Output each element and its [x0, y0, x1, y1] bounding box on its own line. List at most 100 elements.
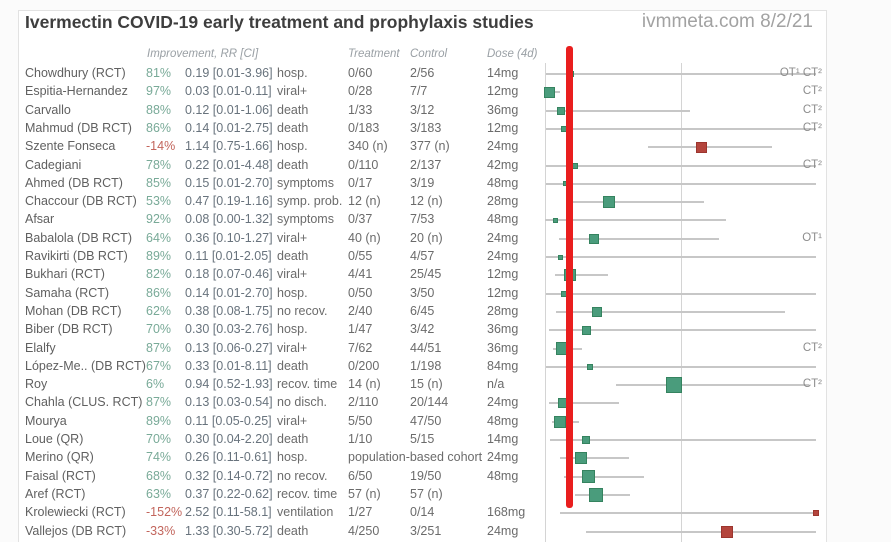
control-value: 2/137: [410, 157, 442, 172]
outcome-label: hosp.: [277, 139, 308, 154]
improvement-value: 74%: [146, 450, 172, 465]
trial-type-annotation: CT²: [802, 103, 822, 116]
rr-ci-value: 0.13 [0.06-0.27]: [185, 340, 273, 355]
outcome-label: hosp.: [277, 322, 308, 337]
outcome-label: symptoms: [277, 212, 334, 227]
study-name: Mohan (DB RCT): [25, 303, 122, 318]
study-name: Faisal (RCT): [25, 468, 96, 483]
rr-ci-value: 0.22 [0.01-4.48]: [185, 157, 273, 172]
study-name: Loue (QR): [25, 432, 84, 446]
dose-value: 48mg: [487, 468, 519, 483]
dose-value: 48mg: [487, 175, 519, 190]
rr-ci-value: 0.14 [0.01-2.75]: [185, 120, 273, 135]
rr-ci-value: 0.03 [0.01-0.11]: [185, 84, 272, 99]
study-name: López-Me.. (DB RCT): [25, 358, 146, 373]
improvement-value: 64%: [146, 230, 172, 245]
control-value: 57 (n): [410, 486, 443, 501]
treatment-value: 5/50: [348, 413, 373, 428]
study-name: Cadegiani: [25, 157, 82, 172]
improvement-value: 53%: [146, 194, 172, 209]
improvement-value: -152%: [146, 505, 183, 520]
dose-value: 84mg: [487, 358, 519, 373]
treatment-value: 14 (n): [348, 377, 381, 392]
dose-value: 12mg: [487, 285, 519, 300]
effect-square: [557, 106, 566, 115]
trial-type-annotation: CT²: [802, 341, 822, 354]
improvement-value: 97%: [146, 84, 172, 99]
improvement-value: 92%: [146, 212, 172, 227]
improvement-value: 89%: [146, 249, 172, 263]
control-value: 1/198: [410, 358, 442, 373]
treatment-value: 2/110: [348, 395, 379, 410]
ci-line: [546, 73, 816, 75]
study-name: Chaccour (DB RCT): [25, 194, 137, 209]
improvement-value: 62%: [146, 303, 172, 318]
improvement-value: 87%: [146, 395, 172, 410]
treatment-value: 0/37: [348, 212, 373, 227]
plot-left-axis-line: [545, 63, 546, 542]
study-name: Ravikirti (DB RCT): [25, 249, 128, 263]
improvement-value: 78%: [146, 157, 172, 172]
ci-line: [564, 475, 644, 478]
outcome-label: hosp.: [277, 450, 308, 465]
outcome-label: death: [277, 120, 309, 135]
study-name: Chowdhury (RCT): [25, 66, 126, 80]
treatment-value: 1/27: [348, 505, 373, 520]
ci-line: [546, 109, 691, 112]
study-name: Samaha (RCT): [25, 285, 110, 300]
improvement-value: 86%: [146, 120, 172, 135]
rr-ci-value: 0.18 [0.07-0.46]: [185, 267, 273, 282]
outcome-label: no disch.: [277, 395, 328, 410]
treatment-value: 40 (n): [348, 230, 381, 245]
treatment-value: 0/17: [348, 175, 373, 190]
control-value: 3/183: [410, 120, 442, 135]
ci-line: [549, 329, 816, 332]
page-title: Ivermectin COVID-19 early treatment and …: [25, 12, 534, 32]
rr-ci-value: 1.14 [0.75-1.66]: [185, 139, 273, 154]
study-name: Carvallo: [25, 102, 71, 117]
improvement-value: 67%: [146, 358, 172, 373]
outcome-label: viral+: [277, 230, 308, 245]
study-name: Bukhari (RCT): [25, 267, 105, 282]
outcome-label: viral+: [277, 267, 308, 282]
study-name: Babalola (DB RCT): [25, 230, 132, 245]
dose-value: 12mg: [487, 267, 519, 282]
rr-ci-value: 0.08 [0.00-1.32]: [185, 212, 273, 227]
study-name: Ahmed (DB RCT): [25, 175, 123, 190]
column-header-improvement: Improvement, RR [CI]: [147, 48, 259, 60]
study-name: Mahmud (DB RCT): [25, 120, 132, 135]
study-name: Biber (DB RCT): [25, 322, 113, 337]
rr-ci-value: 2.52 [0.11-58.1]: [185, 505, 272, 520]
trial-type-annotation: CT²: [802, 121, 822, 134]
treatment-value: 1/33: [348, 102, 373, 117]
control-value: 4/57: [410, 249, 435, 263]
control-value: 12 (n): [410, 194, 443, 209]
control-value: 2/56: [410, 66, 435, 80]
effect-square: [603, 196, 616, 209]
effect-square: [581, 325, 591, 335]
effect-square: [553, 217, 559, 223]
outcome-label: death: [277, 157, 309, 172]
trial-type-annotation: CT²: [802, 158, 822, 171]
ci-line: [571, 201, 704, 204]
effect-square: [572, 162, 579, 169]
rr-ci-value: 0.12 [0.01-1.06]: [185, 102, 273, 117]
ci-line: [554, 274, 608, 277]
control-value: 3/12: [410, 102, 435, 117]
effect-square: [695, 141, 707, 153]
dose-value: 24mg: [487, 249, 519, 263]
dose-value: 42mg: [487, 157, 519, 172]
treatment-value: population-based cohort: [348, 450, 483, 465]
treatment-value: 0/28: [348, 84, 373, 99]
treatment-value: 0/50: [348, 285, 373, 300]
dose-value: 28mg: [487, 303, 519, 318]
treatment-value: 0/200: [348, 358, 380, 373]
study-name: Krolewiecki (RCT): [25, 505, 126, 520]
treatment-value: 1/47: [348, 322, 373, 337]
study-name: Merino (QR): [25, 450, 94, 465]
effect-square: [813, 510, 819, 517]
control-value: 19/50: [410, 468, 442, 483]
rr-ci-value: 0.47 [0.19-1.16]: [185, 194, 273, 209]
column-header-treatment: Treatment: [348, 48, 400, 60]
